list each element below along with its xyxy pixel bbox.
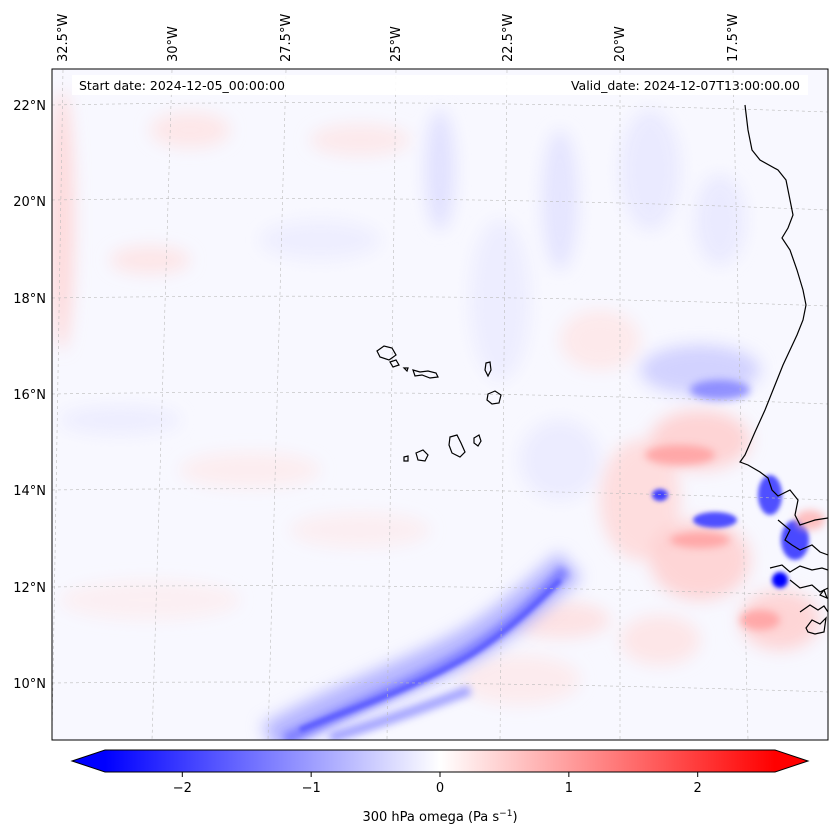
header-box xyxy=(72,75,808,95)
island-santiago xyxy=(448,434,466,458)
african-coast xyxy=(739,104,828,526)
colorbar-tick-label: −2 xyxy=(173,781,192,796)
map-frame xyxy=(51,68,829,741)
gridlines xyxy=(52,69,828,740)
colorbar-tick-label: 2 xyxy=(694,781,702,796)
colorbar-gradient xyxy=(105,750,775,772)
colorbar-extend-max xyxy=(775,750,808,772)
island-sao-vicente xyxy=(389,359,400,368)
top-longitude-labels: 32.5°W 30°W 27.5°W 25°W 22.5°W 20°W 17.5… xyxy=(56,14,741,62)
lat-label-10n: 10°N xyxy=(13,677,46,692)
lat-label-14n: 14°N xyxy=(13,484,46,499)
valid-date-label: Valid_date: 2024-12-07T13:00:00.00 xyxy=(571,78,800,93)
lat-label-22n: 22°N xyxy=(13,99,46,114)
lat-label-20n: 20°N xyxy=(13,195,46,210)
left-latitude-labels: 22°N 20°N 18°N 16°N 14°N 12°N 10°N xyxy=(13,99,46,692)
ascent-band xyxy=(261,552,582,740)
lat-label-16n: 16°N xyxy=(13,388,46,403)
start-date-label: Start date: 2024-12-05_00:00:00 xyxy=(79,78,285,93)
colorbar-label-end: ) xyxy=(512,810,517,825)
colorbar-label-sup: −1 xyxy=(499,809,512,819)
island-sal xyxy=(484,361,492,378)
colorbar-tick-label: 0 xyxy=(436,781,444,796)
island-santo-antao xyxy=(376,345,397,361)
coastal-omega-features xyxy=(645,380,825,630)
map-panel xyxy=(52,69,828,740)
island-boa-vista xyxy=(486,390,502,405)
island-fogo xyxy=(415,449,429,462)
lon-label-27-5w: 27.5°W xyxy=(279,14,294,62)
lon-label-25w: 25°W xyxy=(389,26,404,62)
island-maio xyxy=(473,434,482,447)
lon-label-32-5w: 32.5°W xyxy=(56,14,71,62)
lon-label-17-5w: 17.5°W xyxy=(726,14,741,62)
lat-label-12n: 12°N xyxy=(13,581,46,596)
colorbar-tick-label: −1 xyxy=(302,781,321,796)
colorbar-extend-min xyxy=(72,750,105,772)
colorbar-tick-label: 1 xyxy=(565,781,573,796)
colorbar-ticks: −2 −1 0 1 2 xyxy=(173,772,702,796)
colorbar-label: 300 hPa omega (Pa s−1) xyxy=(362,809,517,825)
island-santa-luzia xyxy=(402,367,409,373)
island-sao-nicolau xyxy=(412,369,439,379)
colorbar: −2 −1 0 1 2 300 hPa omega (Pa s−1) xyxy=(70,749,810,825)
colorbar-label-text: 300 hPa omega (Pa s xyxy=(362,810,499,825)
island-brava xyxy=(403,455,409,462)
lon-label-22-5w: 22.5°W xyxy=(501,14,516,62)
omega-field xyxy=(52,90,820,705)
lat-label-18n: 18°N xyxy=(13,292,46,307)
colorbar-outline xyxy=(70,749,810,773)
cape-verde-islands xyxy=(376,345,502,462)
coastline xyxy=(739,104,828,635)
lon-label-30w: 30°W xyxy=(166,26,181,62)
lon-label-20w: 20°W xyxy=(613,26,628,62)
